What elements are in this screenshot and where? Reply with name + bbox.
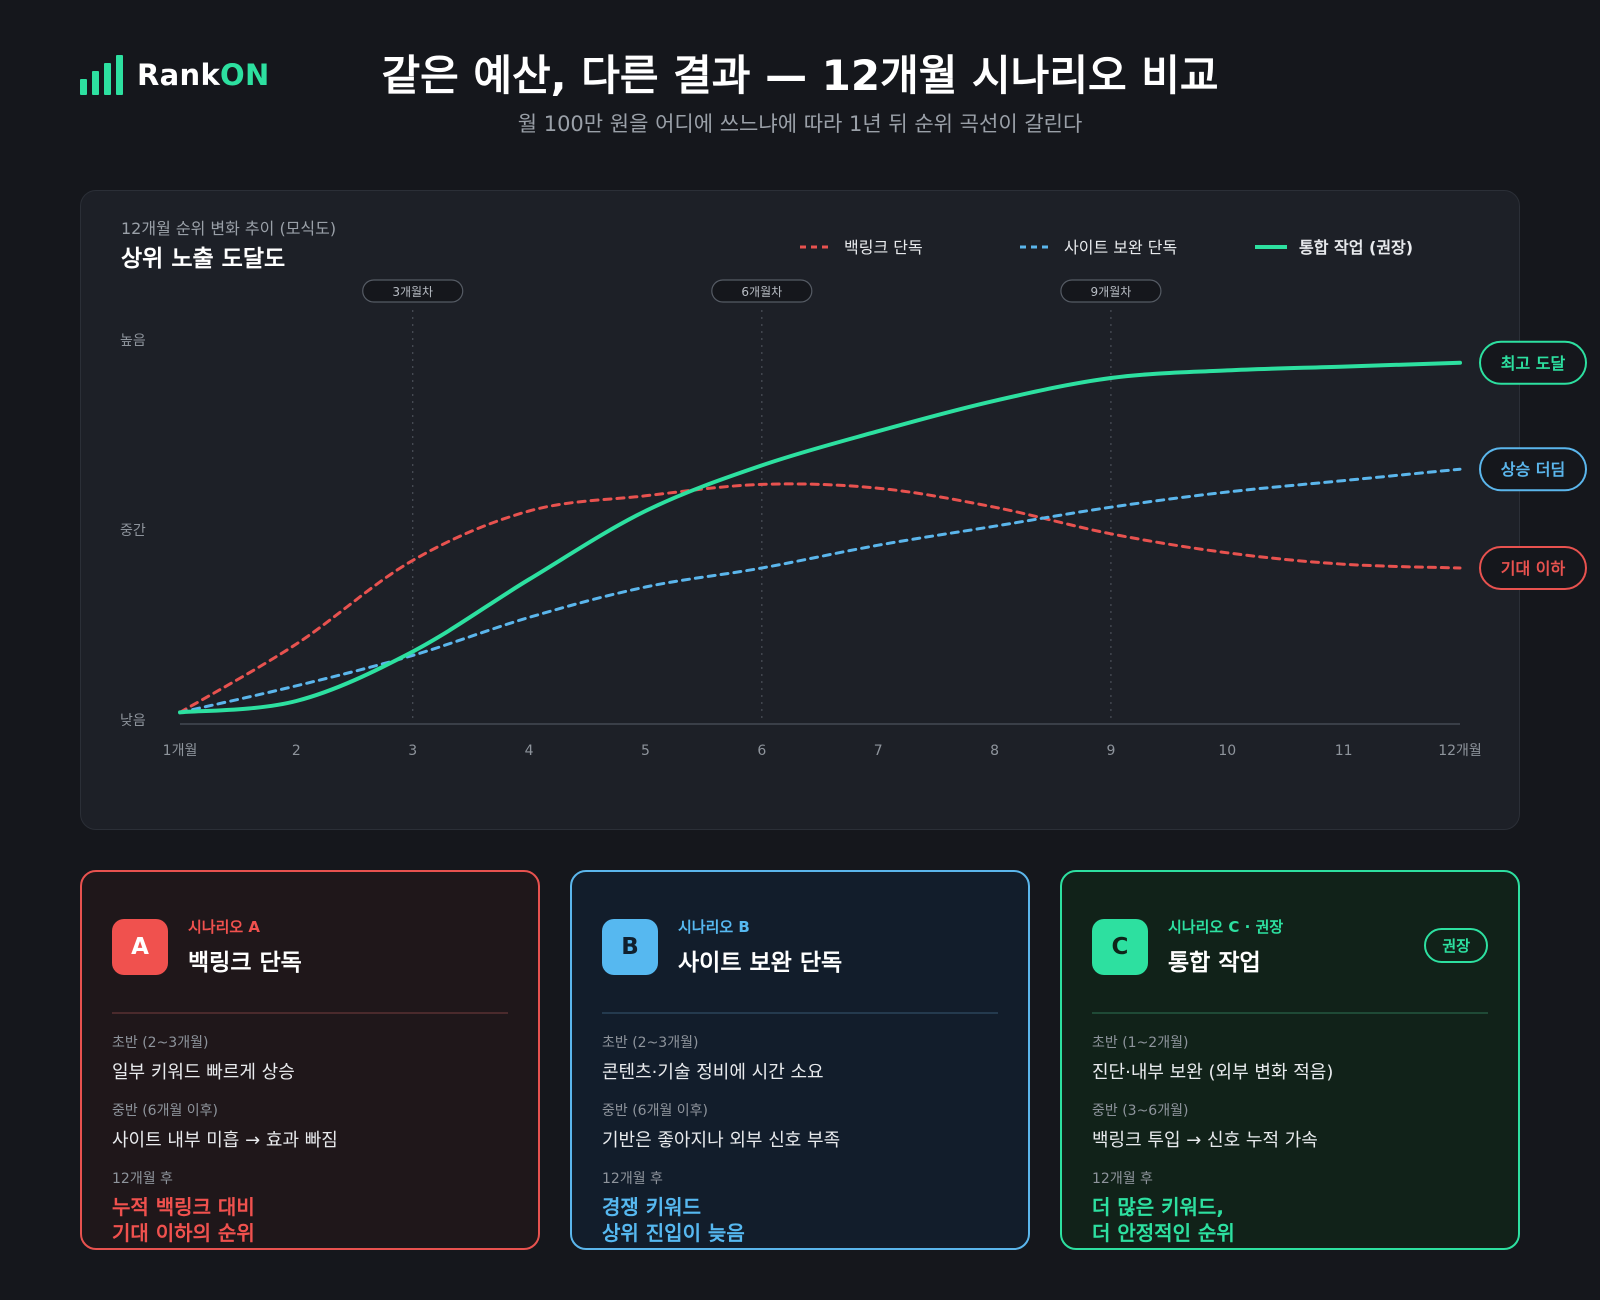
brand-logo: RankON xyxy=(80,55,270,95)
series-end-label: 상승 더딤 xyxy=(1501,460,1565,479)
x-tick-label: 2 xyxy=(292,743,301,759)
bar-chart-icon xyxy=(80,55,123,95)
scenario-card-c: C 시나리오 C · 권장 통합 작업 권장 초반 (1~2개월) 진단·내부 보… xyxy=(1060,870,1520,1250)
result-line-2: 기대 이하의 순위 xyxy=(112,1221,255,1245)
scenario-card-b: B 시나리오 B 사이트 보완 단독 초반 (2~3개월) 콘텐츠·기술 정비에 … xyxy=(570,870,1030,1250)
mid-label: 중반 (6개월 이후) xyxy=(112,1103,219,1119)
x-tick-label: 9 xyxy=(1106,743,1115,759)
early-label: 초반 (2~3개월) xyxy=(112,1035,209,1051)
scenario-name: 통합 작업 xyxy=(1168,950,1261,976)
scenario-badge: C xyxy=(1092,918,1148,975)
series-end-badge xyxy=(1479,546,1587,590)
result-line-2: 더 안정적인 순위 xyxy=(1092,1221,1235,1245)
result-line-1: 경쟁 키워드 xyxy=(602,1195,701,1219)
result-line-2: 상위 진입이 늦음 xyxy=(602,1221,745,1245)
milestone-pill xyxy=(711,279,813,303)
mid-text: 사이트 내부 미흡 → 효과 빠짐 xyxy=(112,1130,338,1151)
x-tick-label: 3 xyxy=(408,743,417,759)
x-tick-label: 10 xyxy=(1218,743,1236,759)
milestone-label: 3개월차 xyxy=(392,285,433,299)
x-tick-label: 8 xyxy=(990,743,999,759)
page-title: 같은 예산, 다른 결과 — 12개월 시나리오 비교 xyxy=(381,51,1219,100)
result-line-1: 더 많은 키워드, xyxy=(1092,1195,1224,1219)
early-text: 일부 키워드 빠르게 상승 xyxy=(112,1062,295,1083)
mid-label: 중반 (6개월 이후) xyxy=(602,1103,709,1119)
series-end-badge xyxy=(1479,340,1587,385)
series-line xyxy=(178,360,1462,715)
result-line-1: 누적 백링크 대비 xyxy=(112,1195,255,1219)
milestone-pill xyxy=(362,279,464,303)
card-header: B 시나리오 B 사이트 보완 단독 xyxy=(602,916,842,977)
x-tick-label: 7 xyxy=(874,743,883,759)
scenario-badge: B xyxy=(602,918,658,975)
scenario-kicker: 시나리오 A xyxy=(188,918,261,936)
mid-text: 기반은 좋아지나 외부 신호 부족 xyxy=(602,1130,841,1151)
series-line xyxy=(178,482,1462,714)
scenario-badge: A xyxy=(112,918,168,975)
brand-name: RankON xyxy=(137,58,270,92)
scenario-name: 사이트 보완 단독 xyxy=(678,950,843,976)
milestone-label: 6개월차 xyxy=(741,285,782,299)
mid-text: 백링크 투입 → 신호 누적 가속 xyxy=(1092,1130,1318,1151)
series-end-badge xyxy=(1479,447,1587,492)
scenario-kicker: 시나리오 B xyxy=(678,918,750,936)
legend-label: 사이트 보완 단독 xyxy=(1064,238,1177,257)
result-label: 12개월 후 xyxy=(1092,1171,1153,1187)
milestone-label: 9개월차 xyxy=(1091,285,1132,299)
early-text: 콘텐츠·기술 정비에 시간 소요 xyxy=(602,1062,824,1083)
series-line xyxy=(178,467,1462,714)
x-tick-label: 1개월 xyxy=(163,743,198,759)
x-tick-label: 6 xyxy=(757,743,766,759)
x-tick-label: 11 xyxy=(1335,743,1353,759)
x-tick-label: 5 xyxy=(641,743,650,759)
y-tick-label: 낮음 xyxy=(120,713,146,729)
chart-title: 상위 노출 도달도 xyxy=(121,246,286,272)
y-tick-label: 높음 xyxy=(120,333,146,349)
page-subtitle: 월 100만 원을 어디에 쓰느냐에 따라 1년 뒤 순위 곡선이 갈린다 xyxy=(517,112,1083,136)
scenario-name: 백링크 단독 xyxy=(188,950,302,976)
recommended-badge: 권장 xyxy=(1424,928,1488,963)
divider xyxy=(602,1012,998,1014)
x-tick-label: 12개월 xyxy=(1438,743,1482,759)
divider xyxy=(1092,1012,1488,1014)
early-label: 초반 (2~3개월) xyxy=(602,1035,699,1051)
chart-caption: 12개월 순위 변화 추이 (모식도) xyxy=(121,219,337,238)
legend-label: 통합 작업 (권장) xyxy=(1299,238,1413,257)
card-header: A 시나리오 A 백링크 단독 xyxy=(112,916,302,977)
legend-label: 백링크 단독 xyxy=(844,238,923,257)
series-end-label: 기대 이하 xyxy=(1501,559,1566,578)
scenario-kicker: 시나리오 C · 권장 xyxy=(1168,918,1284,936)
card-header: C 시나리오 C · 권장 통합 작업 xyxy=(1092,916,1283,977)
result-label: 12개월 후 xyxy=(112,1171,173,1187)
x-tick-label: 4 xyxy=(525,743,534,759)
mid-label: 중반 (3~6개월) xyxy=(1092,1103,1189,1119)
milestone-pill xyxy=(1060,279,1162,303)
y-tick-label: 중간 xyxy=(120,523,146,539)
early-text: 진단·내부 보완 (외부 변화 적음) xyxy=(1092,1062,1334,1083)
scenario-card-a: A 시나리오 A 백링크 단독 초반 (2~3개월) 일부 키워드 빠르게 상승 … xyxy=(80,870,540,1250)
divider xyxy=(112,1012,508,1014)
early-label: 초반 (1~2개월) xyxy=(1092,1035,1189,1051)
result-label: 12개월 후 xyxy=(602,1171,663,1187)
series-end-label: 최고 도달 xyxy=(1501,354,1566,373)
